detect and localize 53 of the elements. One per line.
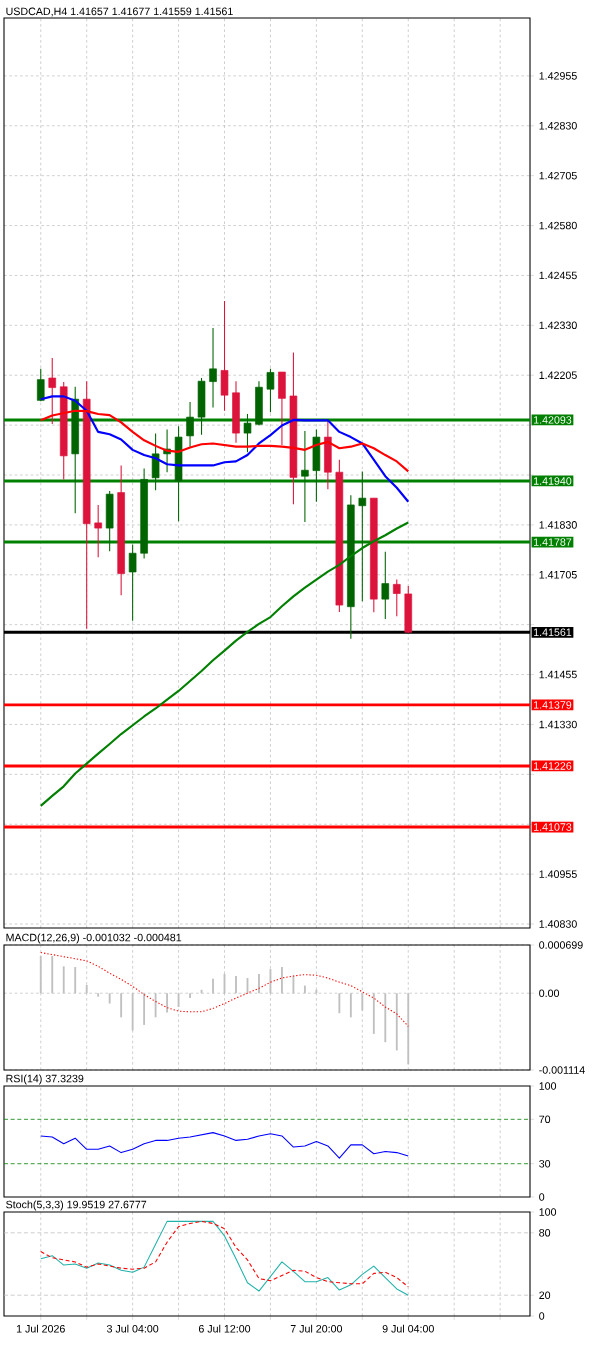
y-tick-label: 1.40955 bbox=[539, 870, 577, 878]
x-tick-label: 3 Jul 04:00 bbox=[106, 1324, 159, 1333]
y-tick-label: 80 bbox=[539, 1229, 551, 1237]
x-tick-label: 1 Jul 2026 bbox=[16, 1324, 65, 1333]
y-tick-label: 1.41830 bbox=[539, 521, 577, 529]
candlestick bbox=[393, 579, 401, 617]
y-tick-label: 1.42955 bbox=[539, 72, 577, 80]
candlestick bbox=[243, 413, 252, 453]
y-tick-label: 0 bbox=[539, 1193, 545, 1201]
x-tick-label: 7 Jul 20:00 bbox=[290, 1324, 343, 1333]
y-tick-label: -0.001114 bbox=[539, 1066, 585, 1074]
y-tick-label: 1.41455 bbox=[539, 670, 577, 679]
ref-line-label: 1.41073 bbox=[534, 823, 572, 831]
y-tick-label: 100 bbox=[539, 1208, 557, 1216]
ref-line-label: 1.41226 bbox=[534, 762, 572, 770]
chart-title: MACD(12,26,9) -0.001032 -0.000481 bbox=[6, 933, 182, 944]
candlestick bbox=[186, 401, 194, 448]
candlestick bbox=[301, 430, 309, 523]
candlestick bbox=[48, 357, 57, 425]
candlestick bbox=[381, 551, 390, 620]
y-tick-label: 1.42705 bbox=[539, 171, 577, 180]
chart-title: RSI(14) 37.3239 bbox=[6, 1074, 84, 1085]
y-tick-label: 1.41330 bbox=[539, 720, 577, 729]
ref-line-label: 1.41940 bbox=[534, 477, 572, 485]
x-tick-label: 6 Jul 12:00 bbox=[198, 1324, 251, 1333]
candlestick bbox=[358, 470, 367, 602]
candlestick bbox=[128, 543, 137, 622]
candlestick bbox=[36, 368, 45, 402]
ref-line-label: 1.41379 bbox=[534, 701, 572, 709]
y-tick-label: 20 bbox=[539, 1291, 551, 1299]
y-tick-label: 1.40830 bbox=[539, 920, 577, 928]
y-tick-label: 0.00 bbox=[539, 989, 560, 997]
y-tick-label: 1.41705 bbox=[539, 571, 577, 579]
y-tick-label: 100 bbox=[539, 1082, 557, 1090]
x-tick-label: 9 Jul 04:00 bbox=[382, 1324, 434, 1333]
candlestick bbox=[94, 504, 102, 558]
candlestick bbox=[266, 368, 275, 413]
ref-line-label: 1.41561 bbox=[534, 628, 572, 637]
y-tick-label: 1.42205 bbox=[539, 371, 577, 379]
y-tick-label: 0 bbox=[539, 1312, 545, 1320]
y-tick-label: 30 bbox=[539, 1159, 551, 1168]
y-tick-label: 1.42580 bbox=[539, 221, 577, 230]
ref-line-label: 1.41787 bbox=[534, 538, 572, 546]
y-tick-label: 1.42830 bbox=[539, 122, 577, 130]
candlestick bbox=[209, 327, 217, 409]
chart-title: USDCAD,H4 1.41657 1.41677 1.41559 1.41561 bbox=[6, 7, 233, 17]
candlestick bbox=[151, 432, 160, 491]
y-tick-label: 70 bbox=[539, 1115, 551, 1124]
chart-title: Stoch(5,3,3) 19.9519 27.6777 bbox=[6, 1200, 147, 1211]
ref-line-label: 1.42093 bbox=[534, 416, 572, 424]
y-tick-label: 0.000699 bbox=[539, 941, 583, 949]
y-tick-label: 1.42455 bbox=[539, 271, 577, 280]
y-tick-label: 1.42330 bbox=[539, 321, 577, 330]
